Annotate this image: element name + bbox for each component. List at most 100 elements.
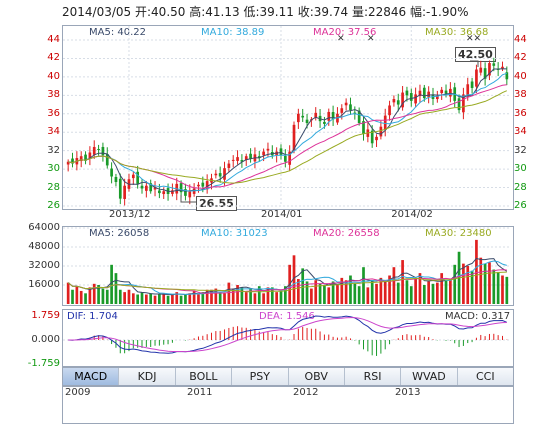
candle bbox=[231, 159, 235, 161]
price-ma10-line bbox=[68, 72, 507, 192]
volume-bar bbox=[127, 289, 131, 304]
volume-ma5-label: MA5: 26058 bbox=[89, 228, 150, 239]
volume-bar bbox=[231, 288, 235, 304]
volume-bar bbox=[310, 288, 313, 304]
volume-bar bbox=[266, 287, 270, 304]
volume-bar bbox=[466, 266, 470, 304]
volume-bar bbox=[401, 260, 404, 304]
tab-boll[interactable]: BOLL bbox=[176, 368, 233, 385]
volume-bar bbox=[435, 282, 439, 304]
volume-bar bbox=[279, 290, 283, 304]
candle bbox=[435, 96, 439, 100]
volume-bar bbox=[75, 286, 79, 304]
volume-bar bbox=[236, 285, 239, 304]
volume-bar bbox=[297, 279, 300, 304]
candle bbox=[97, 148, 100, 150]
candle bbox=[414, 94, 417, 104]
volume-bar bbox=[158, 294, 161, 304]
volume-ma30-line bbox=[67, 271, 507, 293]
volume-bar bbox=[92, 283, 96, 304]
volume-bar bbox=[270, 287, 274, 304]
change-value: -1.90% bbox=[426, 5, 469, 19]
candle bbox=[158, 190, 161, 194]
date-tick: 2014/02 bbox=[391, 209, 433, 220]
candle bbox=[288, 151, 292, 165]
candle bbox=[66, 161, 70, 165]
volume-bar bbox=[405, 280, 409, 304]
volume-bar bbox=[396, 282, 400, 304]
candle bbox=[145, 185, 148, 191]
candle bbox=[323, 121, 326, 124]
candle bbox=[101, 146, 105, 156]
low-price-callout: 26.55 bbox=[196, 196, 237, 211]
price-ma20-label: MA20: 37.56 bbox=[313, 27, 377, 38]
macd-tick: 0.000 bbox=[31, 334, 60, 345]
volume-bar bbox=[149, 293, 153, 304]
volume-bar bbox=[192, 290, 196, 304]
price-ma10-label: MA10: 38.89 bbox=[201, 27, 265, 38]
volume-bar bbox=[171, 294, 174, 304]
volume-bar bbox=[292, 255, 296, 304]
volume-bar bbox=[344, 280, 348, 304]
overview-navigator[interactable]: 2009 2011 2012 2013 bbox=[62, 386, 514, 424]
volume-bar bbox=[353, 283, 357, 304]
date-tick: 2013/12 bbox=[108, 209, 151, 220]
candle bbox=[444, 90, 448, 94]
volume-bar bbox=[449, 279, 452, 304]
tab-obv[interactable]: OBV bbox=[289, 368, 345, 385]
volume-bar bbox=[253, 293, 257, 304]
volume-bar bbox=[110, 264, 113, 304]
volume-tick: 16000 bbox=[28, 279, 60, 290]
candle bbox=[370, 130, 374, 144]
price-tick-right: 32 bbox=[514, 144, 527, 156]
volume-bar bbox=[336, 285, 339, 304]
overview-year-label: 2012 bbox=[293, 387, 319, 398]
volume-bar bbox=[210, 289, 213, 304]
volume-bar bbox=[240, 287, 244, 304]
volume-bar bbox=[383, 281, 387, 304]
quote-header: 2014/03/05 开:40.50 高:41.13 低:39.11 收:39.… bbox=[62, 3, 469, 20]
candle bbox=[379, 126, 383, 137]
volume-bar bbox=[375, 283, 378, 304]
volume-bar bbox=[392, 267, 396, 304]
volume-bar bbox=[118, 289, 122, 304]
volume-bar bbox=[483, 263, 487, 304]
tab-rsi[interactable]: RSI bbox=[345, 368, 402, 385]
candle bbox=[505, 72, 509, 80]
candle bbox=[171, 190, 174, 194]
volume-bar bbox=[488, 262, 491, 304]
dea-line bbox=[68, 317, 507, 353]
indicator-tabs: MACD KDJ BOLL PSY OBV RSI WVAD CCI bbox=[62, 367, 514, 386]
price-ma5-line bbox=[68, 68, 507, 192]
candle bbox=[71, 158, 74, 164]
macd-panel[interactable]: DIF: 1.704 DEA: 1.546 MACD: 0.317 bbox=[62, 309, 514, 367]
candle bbox=[401, 92, 404, 108]
candle bbox=[205, 181, 209, 190]
volume-bar bbox=[440, 273, 444, 304]
close-label: 收: bbox=[297, 5, 314, 19]
candle bbox=[84, 154, 87, 161]
tab-cci[interactable]: CCI bbox=[476, 370, 495, 383]
volume-bar bbox=[470, 270, 474, 304]
candle bbox=[327, 111, 331, 121]
volume-bar bbox=[71, 289, 74, 304]
tab-kdj[interactable]: KDJ bbox=[119, 368, 176, 385]
price-ma30-label: MA30: 36.68 bbox=[425, 27, 489, 38]
overview-year-label: 2009 bbox=[65, 387, 91, 398]
price-tick-right: 38 bbox=[514, 89, 527, 101]
volume-bar bbox=[462, 263, 465, 304]
volume-bar bbox=[340, 277, 344, 304]
volume-bar bbox=[323, 285, 326, 304]
candle bbox=[240, 160, 244, 162]
tab-psy[interactable]: PSY bbox=[232, 368, 289, 385]
candle bbox=[422, 87, 426, 99]
candle bbox=[470, 81, 474, 88]
volume-bar bbox=[479, 257, 483, 304]
tab-wvad[interactable]: WVAD bbox=[401, 368, 458, 385]
price-tick-left: 42 bbox=[47, 52, 60, 64]
candle bbox=[475, 69, 478, 87]
candle bbox=[114, 176, 118, 183]
candle bbox=[357, 110, 361, 123]
tab-macd[interactable]: MACD bbox=[63, 368, 120, 385]
low-callout-connector bbox=[180, 195, 196, 203]
